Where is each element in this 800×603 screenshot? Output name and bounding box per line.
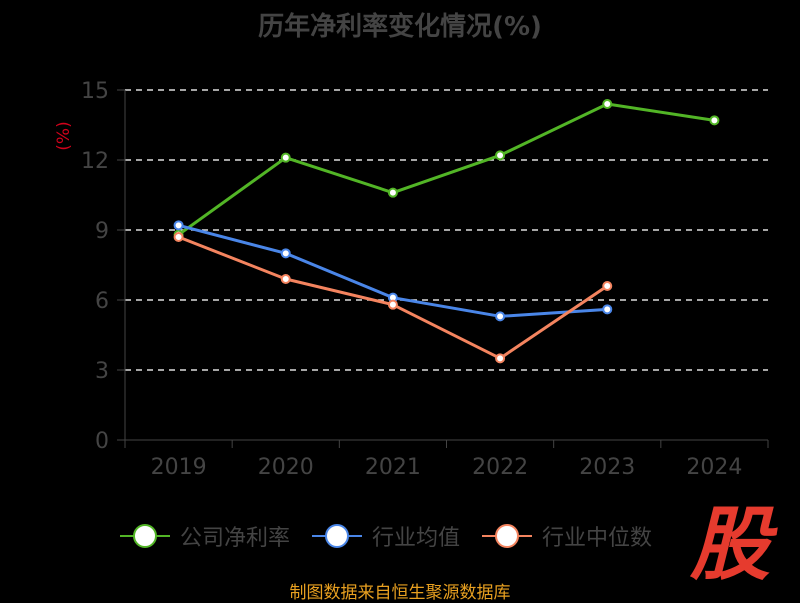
x-tick-label: 2019 bbox=[151, 455, 207, 480]
legend: 公司净利率 行业均值 行业中位数 bbox=[120, 520, 674, 552]
data-point bbox=[495, 353, 506, 364]
x-tick-label: 2023 bbox=[579, 455, 635, 480]
legend-item-industry-median[interactable]: 行业中位数 bbox=[482, 520, 652, 552]
data-point bbox=[709, 115, 720, 126]
brand-logo: 股 bbox=[690, 498, 770, 591]
data-point bbox=[495, 150, 506, 161]
legend-marker-icon bbox=[120, 521, 170, 551]
data-source-note: 制图数据来自恒生聚源数据库 bbox=[289, 583, 511, 603]
y-tick-label: 0 bbox=[95, 429, 109, 454]
y-tick-label: 3 bbox=[95, 359, 109, 384]
legend-marker-icon bbox=[312, 521, 363, 551]
data-point bbox=[387, 187, 398, 198]
legend-marker-icon bbox=[482, 521, 533, 551]
data-point bbox=[602, 304, 613, 315]
x-tick-label: 2021 bbox=[365, 455, 421, 480]
data-point bbox=[495, 311, 506, 322]
data-point bbox=[602, 281, 613, 291]
x-tick-label: 2024 bbox=[686, 455, 742, 480]
data-point bbox=[173, 220, 184, 231]
legend-label: 行业均值 bbox=[372, 526, 461, 551]
data-point bbox=[387, 299, 398, 310]
y-tick-label: 9 bbox=[95, 219, 109, 244]
legend-item-company[interactable]: 公司净利率 bbox=[120, 520, 290, 552]
data-point bbox=[602, 99, 613, 109]
chart-title: 历年净利率变化情况(%) bbox=[258, 12, 542, 42]
data-point bbox=[280, 274, 291, 284]
x-tick-label: 2020 bbox=[258, 455, 314, 480]
data-point bbox=[173, 232, 184, 242]
data-point bbox=[280, 248, 291, 259]
y-tick-label: 15 bbox=[81, 79, 109, 104]
series-line-1 bbox=[177, 102, 715, 236]
legend-item-industry-average[interactable]: 行业均值 bbox=[312, 520, 460, 552]
legend-label: 公司净利率 bbox=[180, 526, 291, 551]
x-tick-label: 2022 bbox=[472, 455, 528, 480]
y-tick-label: 12 bbox=[81, 149, 109, 174]
data-point bbox=[280, 152, 291, 163]
legend-label: 行业中位数 bbox=[542, 526, 653, 551]
y-tick-label: 6 bbox=[95, 289, 109, 314]
